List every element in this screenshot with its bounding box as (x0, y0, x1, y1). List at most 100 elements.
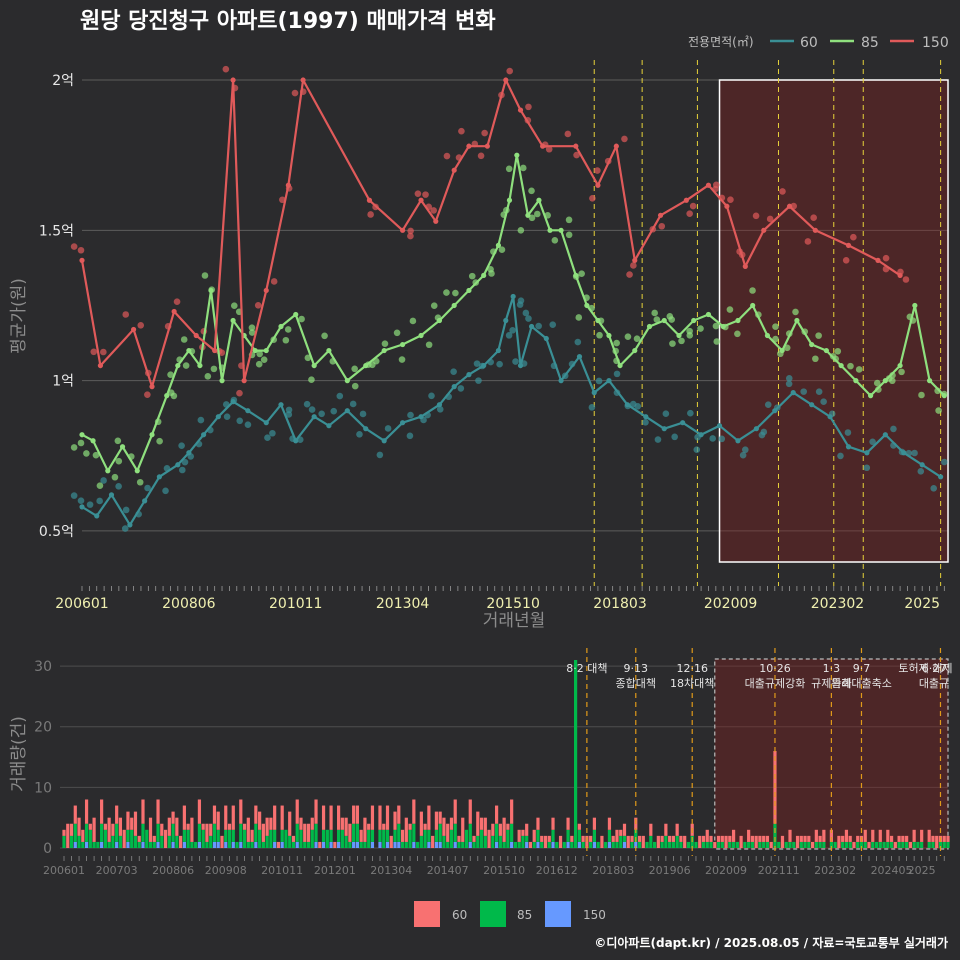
volume-bar-85 (668, 841, 672, 848)
series-marker-60 (591, 390, 597, 396)
data-point-150 (90, 348, 98, 356)
data-point-60 (739, 451, 747, 459)
policy-annotation: 대출규 (919, 677, 949, 690)
volume-bar-60 (637, 835, 642, 842)
volume-bar-150 (224, 841, 228, 848)
volume-bar-85 (96, 841, 100, 848)
volume-bar-85 (273, 829, 277, 842)
volume-bar-60 (126, 811, 130, 830)
bar-x-tick-label: 202111 (758, 864, 800, 877)
volume-bar-85 (521, 835, 525, 848)
volume-bar-85 (645, 841, 649, 848)
volume-bar-60 (321, 805, 326, 830)
series-marker-60 (558, 378, 564, 384)
volume-bar-85 (660, 841, 664, 848)
volume-bar-85 (818, 841, 822, 848)
volume-bar-150 (385, 841, 390, 848)
volume-bar-60 (419, 811, 423, 836)
volume-bar-150 (216, 841, 220, 848)
volume-bar-60 (370, 805, 375, 830)
volume-bar-85 (175, 835, 179, 848)
data-point-60 (179, 466, 186, 474)
volume-bar-60 (352, 805, 356, 824)
series-marker-60 (576, 353, 583, 360)
series-marker-85 (105, 468, 111, 474)
data-point-60 (115, 483, 122, 490)
volume-bar-60 (431, 835, 435, 848)
volume-bar-60 (803, 835, 807, 842)
volume-bar-60 (378, 805, 382, 830)
volume-bar-85 (152, 841, 156, 848)
volume-bar-150 (273, 841, 277, 848)
data-point-150 (100, 348, 107, 356)
volume-bar-85 (412, 823, 416, 842)
volume-bar-85 (446, 841, 450, 848)
volume-bar-60 (273, 805, 277, 830)
series-marker-85 (926, 378, 933, 384)
volume-bar-85 (611, 841, 615, 848)
series-marker-85 (720, 323, 726, 330)
data-point-85 (528, 187, 535, 195)
volume-bar-60 (130, 817, 134, 830)
series-marker-150 (657, 212, 664, 218)
volume-bar-60 (306, 823, 311, 842)
data-point-85 (528, 214, 536, 222)
volume-bar-85 (735, 841, 739, 848)
volume-bar-85 (209, 835, 213, 848)
series-marker-60 (142, 498, 148, 504)
series-marker-60 (606, 378, 612, 384)
volume-bar-60 (841, 835, 845, 842)
data-point-60 (505, 332, 513, 339)
volume-bar-85 (280, 829, 284, 842)
data-point-150 (137, 322, 145, 329)
volume-bar-85 (291, 841, 296, 848)
series-marker-85 (326, 347, 332, 354)
volume-bar-60 (946, 835, 950, 842)
data-point-60 (741, 446, 749, 454)
volume-bar-85 (235, 841, 239, 848)
data-point-60 (428, 392, 435, 400)
chart-title: 원당 당진청구 아파트(1997) 매매가격 변화 (80, 9, 496, 34)
series-marker-150 (418, 197, 424, 203)
volume-bar-60 (299, 817, 303, 830)
volume-bar-60 (863, 829, 867, 842)
volume-bar-60 (412, 799, 416, 824)
volume-bar-60 (731, 829, 736, 842)
volume-bar-60 (675, 823, 679, 836)
data-point-85 (792, 308, 799, 316)
series-marker-60 (381, 438, 387, 444)
data-point-60 (709, 435, 716, 442)
volume-bar-85 (671, 841, 675, 848)
data-point-150 (443, 152, 451, 160)
series-marker-60 (451, 384, 457, 390)
bottom-legend-label-85: 85 (517, 908, 532, 922)
series-marker-85 (868, 393, 874, 399)
volume-bar-60 (837, 835, 841, 848)
volume-bar-85 (634, 829, 638, 842)
volume-bar-60 (103, 823, 107, 830)
volume-bar-85 (340, 829, 344, 848)
volume-bar-85 (137, 841, 141, 848)
volume-bar-60 (269, 817, 273, 830)
data-point-60 (122, 506, 130, 514)
data-point-60 (436, 406, 444, 413)
volume-bar-85 (589, 841, 593, 848)
volume-bar-60 (224, 805, 228, 830)
volume-bar-60 (592, 817, 596, 830)
volume-bar-85 (878, 841, 882, 848)
series-marker-60 (201, 432, 207, 438)
volume-bar-60 (438, 811, 442, 824)
volume-bar-85 (743, 841, 747, 848)
data-point-85 (381, 340, 389, 348)
series-marker-60 (481, 362, 487, 369)
data-point-85 (201, 272, 209, 279)
volume-bar-85 (814, 841, 818, 848)
series-marker-150 (897, 272, 903, 279)
series-marker-60 (344, 408, 350, 414)
volume-bar-60 (494, 805, 499, 824)
volume-bar-85 (649, 835, 653, 848)
bar-x-tick-label: 201803 (592, 864, 634, 877)
volume-bar-60 (750, 835, 754, 842)
